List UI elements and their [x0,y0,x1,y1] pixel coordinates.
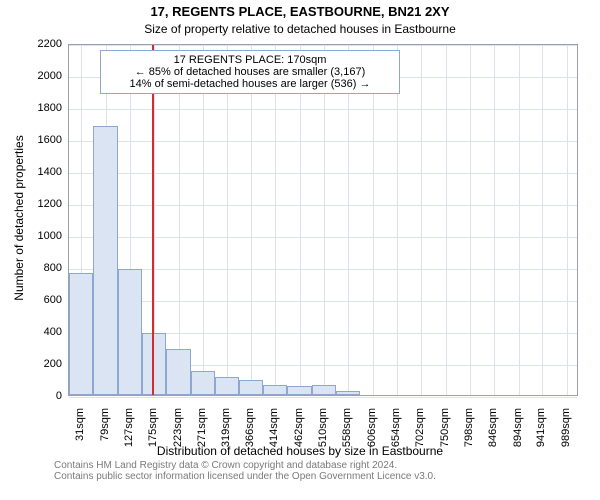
histogram-bar [166,349,190,395]
histogram-bar [69,273,93,395]
histogram-bar [142,333,166,395]
y-tick-label: 1800 [22,102,62,114]
gridline-vertical [179,45,180,395]
page-title: 17, REGENTS PLACE, EASTBOURNE, BN21 2XY [0,4,600,19]
histogram-bar [336,391,360,395]
x-tick-label: 79sqm [99,408,111,458]
histogram-bar [215,377,239,395]
x-tick-label: 846sqm [487,408,499,458]
gridline-vertical [421,45,422,395]
x-tick-label: 606sqm [366,408,378,458]
reference-line [152,45,154,395]
gridline-vertical [397,45,398,395]
histogram-bar [191,371,215,395]
x-tick-label: 175sqm [147,408,159,458]
gridline-vertical [567,45,568,395]
gridline-vertical [227,45,228,395]
chart-root: 17, REGENTS PLACE, EASTBOURNE, BN21 2XY … [0,0,600,500]
gridline-horizontal [69,173,577,174]
attribution: Contains HM Land Registry data © Crown c… [54,460,600,482]
gridline-horizontal [69,45,577,46]
y-tick-label: 2200 [22,38,62,50]
gridline-horizontal [69,301,577,302]
histogram-bar [312,385,336,395]
x-tick-label: 558sqm [341,408,353,458]
x-tick-label: 462sqm [293,408,305,458]
gridline-vertical [324,45,325,395]
gridline-vertical [373,45,374,395]
page-subtitle: Size of property relative to detached ho… [0,22,600,36]
histogram-bar [239,380,263,395]
histogram-bar [93,126,117,395]
x-tick-label: 510sqm [317,408,329,458]
gridline-horizontal [69,109,577,110]
y-tick-label: 2000 [22,70,62,82]
x-tick-label: 414sqm [268,408,280,458]
y-tick-label: 0 [22,390,62,402]
y-tick-label: 200 [22,358,62,370]
x-tick-label: 702sqm [414,408,426,458]
attribution-line: Contains public sector information licen… [54,471,600,482]
x-tick-label: 223sqm [172,408,184,458]
gridline-vertical [300,45,301,395]
x-tick-label: 798sqm [463,408,475,458]
x-tick-label: 654sqm [390,408,402,458]
gridline-vertical [203,45,204,395]
gridline-vertical [519,45,520,395]
y-tick-label: 1400 [22,166,62,178]
gridline-vertical [275,45,276,395]
gridline-vertical [470,45,471,395]
histogram-plot-area [68,44,578,396]
y-tick-label: 400 [22,326,62,338]
gridline-horizontal [69,397,577,398]
gridline-vertical [348,45,349,395]
x-tick-label: 894sqm [512,408,524,458]
y-tick-label: 1600 [22,134,62,146]
gridline-vertical [446,45,447,395]
attribution-line: Contains HM Land Registry data © Crown c… [54,460,600,471]
y-tick-label: 800 [22,262,62,274]
x-tick-label: 989sqm [560,408,572,458]
gridline-vertical [494,45,495,395]
gridline-vertical [251,45,252,395]
y-tick-label: 600 [22,294,62,306]
gridline-vertical [542,45,543,395]
x-tick-label: 271sqm [196,408,208,458]
gridline-horizontal [69,141,577,142]
annotation-line: ← 85% of detached houses are smaller (3,… [109,66,391,78]
x-tick-label: 366sqm [244,408,256,458]
histogram-bar [287,386,311,395]
gridline-horizontal [69,269,577,270]
x-tick-label: 750sqm [439,408,451,458]
y-tick-label: 1000 [22,230,62,242]
gridline-horizontal [69,237,577,238]
annotation-line: 14% of semi-detached houses are larger (… [109,78,391,90]
annotation-box: 17 REGENTS PLACE: 170sqm← 85% of detache… [100,50,400,94]
x-tick-label: 319sqm [220,408,232,458]
x-tick-label: 31sqm [74,408,86,458]
y-axis-label: Number of detached properties [12,42,26,394]
y-tick-label: 1200 [22,198,62,210]
x-tick-label: 941sqm [535,408,547,458]
x-tick-label: 127sqm [123,408,135,458]
annotation-line: 17 REGENTS PLACE: 170sqm [109,54,391,66]
histogram-bar [263,385,287,395]
histogram-bar [118,269,142,395]
gridline-horizontal [69,205,577,206]
